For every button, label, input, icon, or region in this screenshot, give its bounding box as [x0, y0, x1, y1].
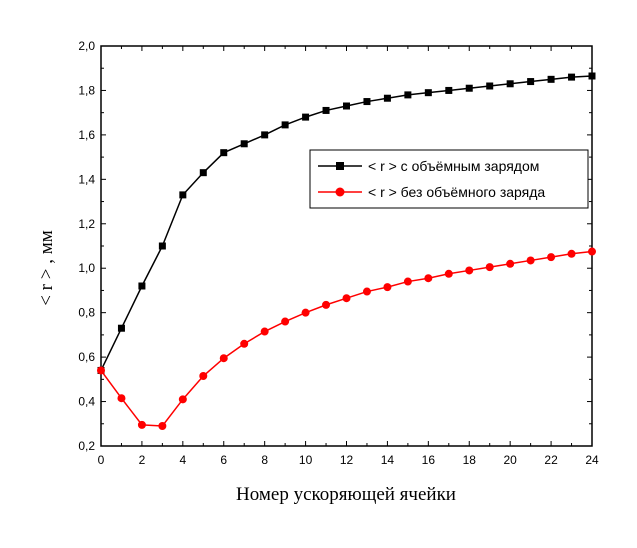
y-tick-label: 1,0 — [78, 261, 95, 275]
data-point-square — [568, 73, 576, 81]
x-tick-label: 0 — [98, 453, 105, 467]
data-point-circle — [199, 372, 208, 380]
x-tick-label: 10 — [299, 453, 313, 467]
data-point-square — [343, 102, 350, 110]
x-tick-label: 16 — [422, 453, 436, 467]
data-point-circle — [588, 247, 596, 256]
legend-entry-2: < r > без объёмного заряда — [318, 184, 545, 200]
data-point-square — [158, 242, 166, 250]
data-point-square — [445, 86, 453, 94]
x-tick-label: 22 — [544, 453, 558, 467]
x-tick-label: 2 — [139, 453, 146, 467]
data-point-circle — [219, 354, 228, 363]
data-point-circle — [362, 287, 371, 296]
ticks: 0 2 4 6 8 10 12 14 16 18 20 22 240,20,40,60,81,01,21… — [78, 39, 599, 467]
data-point-square — [465, 84, 473, 92]
data-point-circle — [137, 420, 146, 429]
data-point-circle — [465, 266, 474, 275]
data-point-circle — [424, 274, 433, 283]
data-point-circle — [260, 327, 269, 336]
series-line — [100, 250, 593, 427]
data-point-circle — [281, 317, 290, 326]
x-tick-label: 4 — [179, 453, 186, 467]
y-tick-label: 0,8 — [78, 306, 95, 320]
data-point-circle — [117, 394, 126, 403]
legend-label: < r > с объёмным зарядом — [368, 158, 539, 174]
x-axis-title: Номер ускоряющей ячейки — [236, 484, 456, 505]
y-tick-label: 0,4 — [78, 395, 95, 409]
x-tick-label: 20 — [503, 453, 517, 467]
data-point-square — [220, 149, 228, 157]
data-point-square — [424, 89, 432, 97]
x-tick-label: 18 — [463, 453, 477, 467]
data-point-square — [199, 169, 207, 177]
x-tick-label: 24 — [585, 453, 599, 467]
legend-box — [309, 149, 589, 209]
y-tick-label: 0,6 — [78, 350, 95, 364]
data-point-square — [240, 140, 248, 148]
y-tick-label: 1,4 — [78, 172, 95, 186]
legend-marker-circle — [335, 187, 345, 197]
data-point-circle — [526, 256, 535, 265]
data-point-circle — [342, 294, 351, 303]
series-2 — [97, 247, 596, 430]
data-point-circle — [506, 259, 515, 268]
data-point-circle — [444, 269, 453, 278]
y-tick-label: 1,2 — [78, 217, 95, 231]
data-point-circle — [97, 366, 105, 375]
legend: < r > с объёмным зарядом < r > без объёмн… — [309, 149, 589, 209]
legend-marker-square — [336, 162, 344, 170]
data-point-square — [404, 91, 412, 99]
y-tick-label: 1,8 — [78, 83, 95, 97]
data-point-circle — [403, 277, 412, 286]
x-tick-label: 6 — [220, 453, 227, 467]
series-1 — [97, 72, 596, 374]
data-point-square — [281, 121, 289, 129]
y-tick-label: 0,2 — [78, 439, 95, 453]
data-point-circle — [485, 263, 494, 272]
data-point-square — [506, 80, 514, 88]
data-point-square — [138, 282, 146, 290]
data-point-square — [117, 324, 125, 332]
legend-label: < r > без объёмного заряда — [368, 184, 545, 200]
data-point-square — [383, 94, 391, 102]
data-point-circle — [547, 253, 556, 262]
data-point-circle — [158, 422, 167, 430]
x-tick-label: 8 — [261, 453, 268, 467]
data-point-square — [527, 78, 535, 86]
data-point-square — [363, 98, 371, 106]
data-point-square — [322, 106, 330, 114]
data-point-square — [302, 113, 310, 121]
data-point-square — [547, 75, 555, 83]
x-tick-label: 14 — [381, 453, 395, 467]
data-point-square — [261, 131, 269, 139]
data-point-circle — [567, 249, 576, 258]
y-axis-title: < r > , мм — [36, 230, 57, 306]
data-point-square — [486, 82, 494, 90]
data-point-circle — [240, 339, 249, 348]
data-point-circle — [178, 395, 187, 404]
data-point-circle — [322, 300, 331, 309]
y-tick-label: 1,6 — [78, 128, 95, 142]
data-point-square — [588, 72, 596, 80]
x-tick-label: 12 — [340, 453, 354, 467]
data-point-circle — [301, 308, 310, 317]
y-tick-label: 2,0 — [78, 39, 95, 53]
data-point-square — [179, 191, 187, 199]
series-line — [100, 75, 593, 371]
series — [97, 72, 596, 430]
data-point-circle — [383, 283, 392, 292]
legend-entry-1: < r > с объёмным зарядом — [318, 158, 539, 174]
